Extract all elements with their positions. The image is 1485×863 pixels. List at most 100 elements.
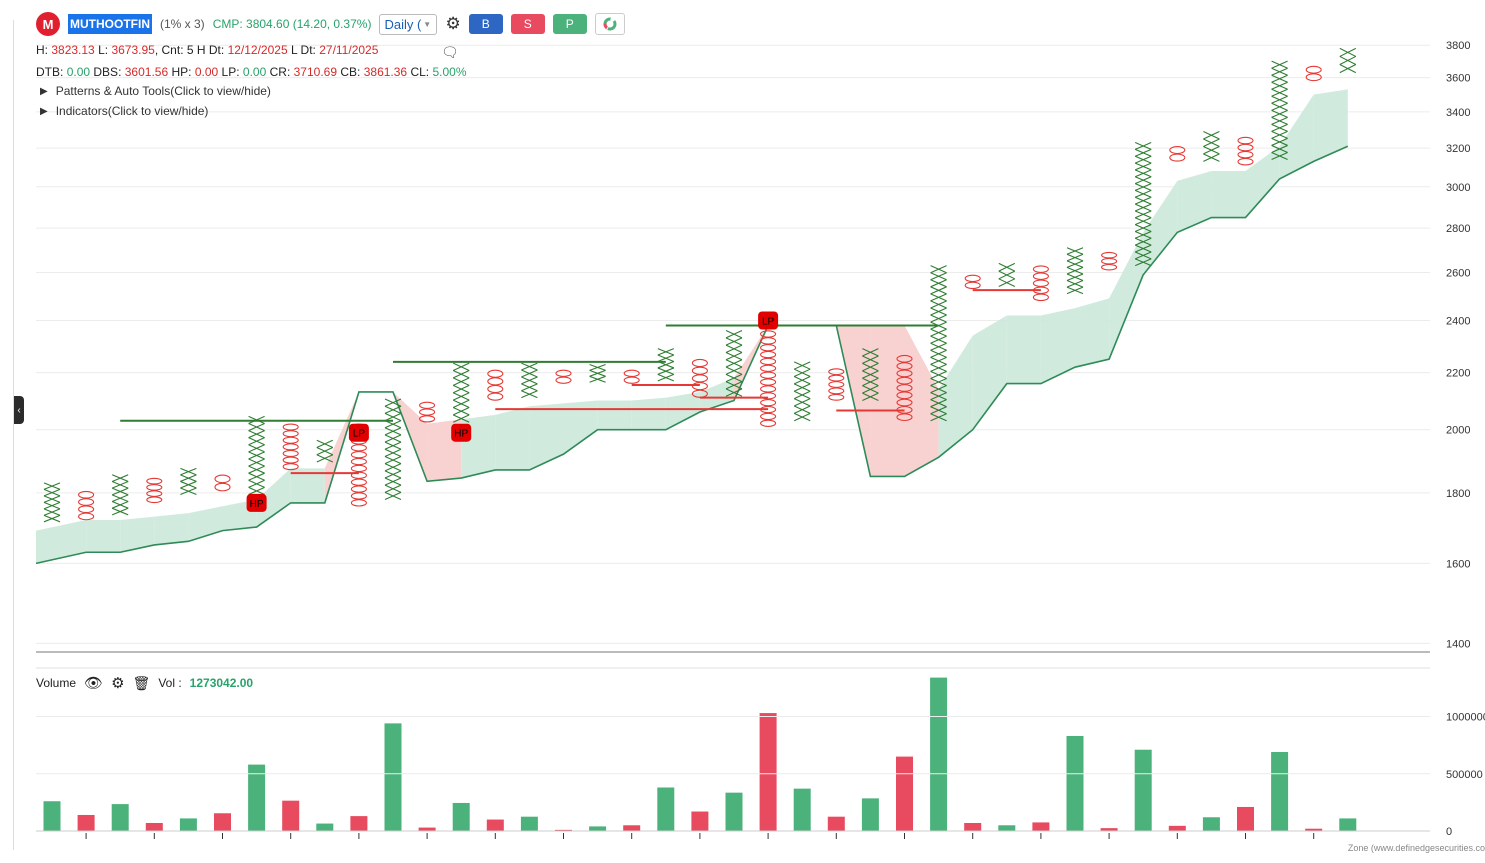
- brand-logo: M: [36, 12, 60, 36]
- x-mark: [1134, 196, 1152, 205]
- pattern-badge: [451, 423, 472, 442]
- x-mark: [930, 335, 947, 344]
- patterns-toggle[interactable]: ▶ Patterns & Auto Tools(Click to view/hi…: [40, 84, 271, 98]
- settings-gear-icon[interactable]: ⚙: [445, 14, 461, 33]
- x-mark: [521, 390, 538, 399]
- x-mark: [384, 455, 402, 465]
- timeframe-select[interactable]: Daily (▼: [379, 13, 438, 35]
- x-mark: [1134, 244, 1152, 253]
- volume-tick-label: 0: [1446, 826, 1452, 838]
- pattern-badge-label: LP: [353, 429, 366, 440]
- x-column: [452, 362, 470, 423]
- o-mark: [487, 369, 504, 378]
- volume-bar: [1237, 806, 1254, 831]
- x-mark: [725, 359, 743, 368]
- o-mark: [350, 444, 367, 452]
- x-mark: [1271, 130, 1288, 139]
- ring-icon: [603, 17, 617, 31]
- symbol-name[interactable]: MUTHOOTFIN: [68, 14, 152, 34]
- x-mark: [1271, 144, 1288, 153]
- o-column: [896, 354, 913, 422]
- x-mark: [930, 406, 947, 415]
- band-segment: [597, 400, 632, 430]
- o-column: [691, 358, 708, 398]
- vol-value: 1273042.00: [189, 676, 254, 690]
- price-tick-label: 1600: [1446, 558, 1470, 570]
- x-mark: [930, 363, 947, 372]
- volume-bar: [623, 825, 641, 831]
- gear-icon[interactable]: ⚙: [111, 675, 125, 692]
- x-column: [657, 348, 675, 382]
- o-mark: [964, 281, 981, 290]
- o-mark: [1169, 146, 1186, 155]
- pnf-columns: [43, 47, 1357, 523]
- x-mark: [248, 479, 265, 488]
- volume-bar: [896, 756, 913, 831]
- band-segment: [1211, 171, 1246, 218]
- x-mark: [1134, 230, 1152, 239]
- x-mark: [1134, 183, 1152, 191]
- volume-bar: [145, 822, 163, 831]
- volume-bar: [657, 787, 675, 831]
- p-button[interactable]: P: [552, 14, 587, 34]
- o-mark: [214, 474, 231, 484]
- volume-bar: [214, 813, 231, 831]
- indicators-toggle[interactable]: ▶ Indicators(Click to view/hide): [40, 104, 209, 118]
- x-mark: [998, 262, 1016, 272]
- volume-bar: [998, 825, 1016, 831]
- x-mark: [1271, 123, 1288, 132]
- o-mark: [760, 392, 777, 400]
- o-mark: [1032, 286, 1049, 295]
- ring-chart-button[interactable]: [594, 13, 625, 35]
- x-mark: [998, 270, 1016, 280]
- o-mark: [760, 344, 777, 352]
- band-segment: [665, 391, 700, 430]
- o-mark: [282, 443, 299, 451]
- sell-button[interactable]: S: [510, 14, 545, 34]
- x-mark: [521, 362, 538, 371]
- o-column: [828, 368, 845, 401]
- x-mark: [793, 383, 811, 392]
- x-mark: [452, 384, 470, 394]
- box-params: (1% x 3): [160, 17, 205, 31]
- x-column: [1134, 142, 1152, 267]
- volume-tick-label: 1000000: [1446, 712, 1485, 724]
- buy-button[interactable]: B: [468, 14, 503, 34]
- x-mark: [521, 383, 538, 392]
- o-mark: [146, 483, 163, 491]
- x-mark: [862, 377, 879, 387]
- eye-icon[interactable]: 👁: [84, 675, 104, 692]
- pattern-markers: HP LP HP LP: [246, 311, 779, 512]
- x-mark: [1134, 237, 1152, 246]
- chevron-left-icon: ‹: [17, 404, 21, 416]
- comment-icon[interactable]: 🗨: [441, 44, 459, 60]
- x-mark: [43, 488, 61, 497]
- band-segment: [870, 325, 905, 477]
- x-mark: [1066, 260, 1084, 268]
- x-column: [248, 415, 265, 495]
- o-mark: [146, 477, 163, 485]
- o-mark: [282, 449, 299, 458]
- o-mark: [146, 496, 163, 504]
- o-column: [1032, 265, 1049, 302]
- sidebar-collapse-tab[interactable]: ‹: [14, 396, 24, 424]
- x-mark: [1203, 153, 1220, 162]
- chevron-down-icon: ▼: [423, 19, 432, 29]
- x-mark: [930, 392, 947, 401]
- x-mark: [657, 360, 675, 369]
- volume-bar: [691, 811, 709, 831]
- x-mark: [930, 293, 947, 302]
- o-mark: [1032, 265, 1049, 273]
- o-mark: [487, 392, 504, 401]
- volume-bar: [486, 819, 504, 831]
- x-mark: [248, 472, 265, 481]
- o-mark: [350, 451, 367, 459]
- info-line-2: DTB: 0.00 DBS: 3601.56 HP: 0.00 LP: 0.00…: [36, 65, 467, 79]
- x-mark: [180, 474, 197, 482]
- info-line-1: H: 3823.13 L: 3673.95, Cnt: 5 H Dt: 12/1…: [36, 43, 379, 57]
- band-segment: [699, 378, 734, 412]
- o-mark: [419, 415, 436, 423]
- trash-icon[interactable]: 🗑: [132, 674, 151, 691]
- x-mark: [862, 392, 879, 401]
